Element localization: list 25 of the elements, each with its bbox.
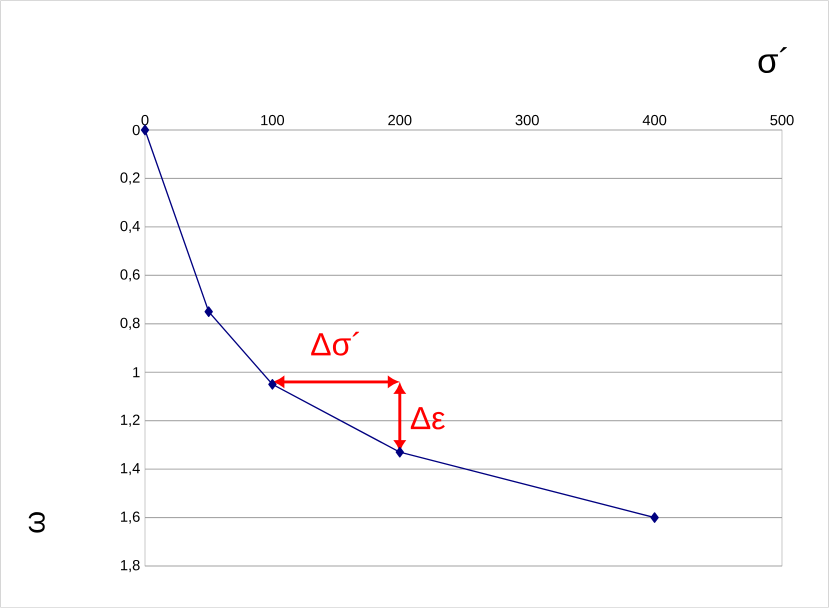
x-tick-label: 200 [388,114,412,126]
x-tick-label: 500 [770,114,794,126]
y-axis-title: ω [28,512,45,533]
y-tick-label: 1,6 [121,512,140,524]
x-tick-label: 300 [516,114,539,126]
x-tick-label: 100 [261,114,284,126]
point [650,512,659,523]
x-axis-title: σ´ [758,47,787,73]
point [268,379,277,390]
point [140,124,150,136]
y-tick-label: 0,4 [120,220,140,233]
y-tick-label: 0 [132,124,140,136]
x-tick-label: 400 [642,114,666,126]
point [204,306,213,318]
annotation: Δσ´ [311,332,360,356]
y-tick-label: 1 [133,367,140,378]
y-tick-label: 0,2 [120,172,140,185]
y-tick-label: 1,8 [121,560,140,572]
y-tick-label: 0,6 [120,269,140,282]
y-tick-label: 1,4 [121,463,140,476]
y-tick-label: 0,8 [120,318,140,330]
x-tick-label: 0 [141,114,148,126]
point [396,446,404,458]
y-tick-label: 1,2 [121,414,140,427]
annotation: Δε [410,407,445,430]
